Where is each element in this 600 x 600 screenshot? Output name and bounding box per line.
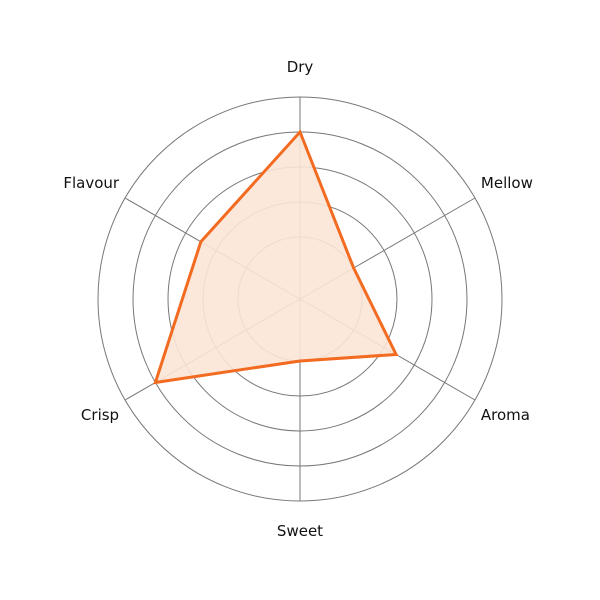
axis-label-flavour: Flavour <box>63 174 120 192</box>
axis-label-crisp: Crisp <box>81 406 119 424</box>
axis-label-sweet: Sweet <box>277 522 323 540</box>
series-area <box>153 129 399 385</box>
axis-label-mellow: Mellow <box>481 174 533 192</box>
axis-label-dry: Dry <box>287 58 314 76</box>
axis-label-aroma: Aroma <box>481 406 530 424</box>
